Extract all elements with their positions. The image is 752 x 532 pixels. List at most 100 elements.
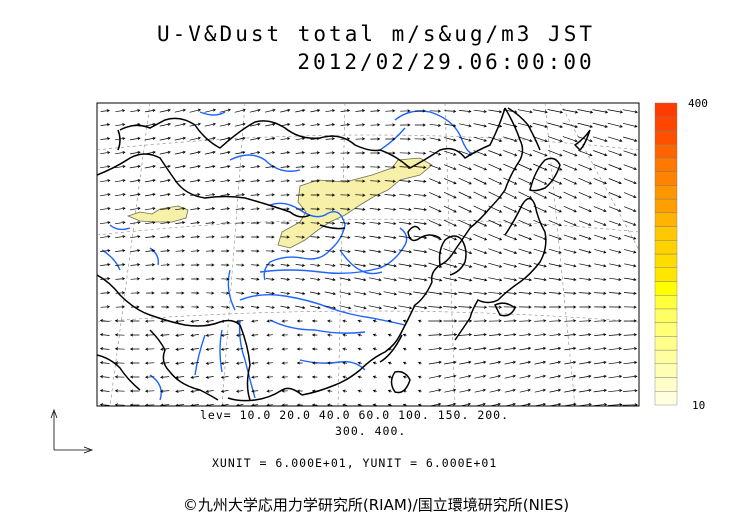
wind-vector: [310, 179, 320, 183]
wind-vector: [518, 305, 532, 309]
wind-vector: [387, 333, 392, 337]
wind-vector: [534, 346, 547, 351]
wind-vector: [340, 109, 351, 113]
wind-vector: [280, 263, 290, 267]
wind-vector: [221, 249, 230, 253]
wind-vector: [296, 389, 303, 393]
wind-vector: [562, 149, 578, 157]
wind-vector: [251, 277, 260, 281]
wind-vector: [384, 235, 397, 240]
wind-vector: [533, 219, 548, 227]
wind-vector: [533, 177, 548, 185]
wind-vector: [533, 277, 547, 282]
wind-vector: [327, 347, 333, 351]
wind-vector: [563, 177, 578, 185]
wind-vector: [473, 205, 488, 213]
wind-vector: [325, 249, 336, 253]
wind-vector: [400, 123, 411, 127]
wind-vector: [159, 136, 172, 141]
wind-vector: [413, 263, 428, 268]
wind-vector: [503, 177, 518, 185]
wind-vector: [295, 193, 305, 197]
wind-vector: [129, 206, 141, 211]
wind-vector: [578, 388, 592, 393]
wind-vector: [159, 108, 171, 113]
wind-vector: [594, 234, 607, 240]
wind-vector: [608, 388, 623, 393]
colorbar-swatch: [654, 363, 678, 378]
wind-vector: [488, 248, 503, 255]
wind-vector: [99, 361, 110, 365]
wind-vector: [594, 319, 607, 323]
wind-vector: [325, 123, 336, 127]
wind-vector: [189, 122, 202, 127]
wind-vector: [387, 347, 392, 351]
wind-vector: [473, 177, 487, 185]
wind-vector: [236, 305, 245, 309]
wind-vector: [398, 235, 412, 240]
wind-vector: [414, 123, 426, 127]
wind-vector: [265, 179, 275, 183]
wind-vector: [175, 192, 186, 197]
wind-vector: [428, 262, 443, 268]
wind-vector: [473, 191, 488, 199]
wind-vector: [235, 165, 246, 169]
wind-vector: [115, 150, 126, 155]
wind-vector: [473, 319, 488, 323]
wind-vector: [190, 249, 200, 253]
wind-vector: [265, 235, 275, 239]
wind-vector: [623, 374, 638, 379]
wind-vector: [355, 123, 366, 127]
wind-vector: [372, 361, 377, 365]
wind-vector: [311, 319, 318, 323]
wind-vector: [383, 305, 398, 310]
wind-vector: [608, 403, 623, 406]
wind-vector: [327, 319, 333, 323]
wind-vector: [354, 277, 367, 282]
wind-vector: [387, 361, 392, 365]
wind-vector: [354, 221, 366, 225]
wind-vector: [518, 191, 533, 199]
wind-vector: [160, 361, 170, 365]
wind-vector: [623, 360, 638, 365]
wind-vector: [357, 361, 362, 365]
wind-vector: [473, 233, 488, 241]
wind-vector: [458, 150, 472, 156]
colorbar-swatch: [654, 102, 678, 117]
colorbar-swatch: [654, 253, 678, 268]
wind-vector: [339, 291, 352, 296]
wind-vector: [489, 374, 502, 379]
wind-vector: [473, 291, 488, 296]
wind-vector: [129, 136, 141, 141]
wind-vector: [385, 151, 396, 155]
wind-vector: [114, 164, 126, 169]
wind-vector: [413, 193, 427, 198]
wind-vector: [547, 109, 564, 114]
wind-vector: [548, 177, 563, 185]
wind-vector: [474, 402, 486, 406]
wind-vector: [562, 122, 579, 128]
wind-vector: [159, 122, 172, 127]
wind-vector: [518, 277, 533, 282]
wind-vector: [145, 277, 155, 281]
wind-vector: [325, 151, 336, 155]
wind-vector: [190, 389, 199, 393]
wind-vector: [443, 262, 458, 268]
wind-vector: [622, 403, 638, 406]
wind-vector: [220, 221, 230, 225]
wind-vector: [503, 219, 518, 227]
wind-vector: [563, 234, 577, 240]
wind-vector: [579, 277, 592, 282]
wind-vector: [99, 193, 111, 197]
wind-vector: [549, 305, 562, 309]
colorbar-swatch: [654, 171, 678, 186]
wind-vector: [204, 122, 217, 127]
wind-vector: [327, 333, 333, 337]
wind-vector: [144, 136, 156, 141]
wind-vector: [174, 164, 186, 169]
wind-vector: [342, 319, 348, 323]
wind-vector: [355, 179, 366, 183]
wind-vector: [251, 347, 259, 351]
wind-vector: [548, 277, 562, 282]
wind-vector: [342, 347, 348, 351]
